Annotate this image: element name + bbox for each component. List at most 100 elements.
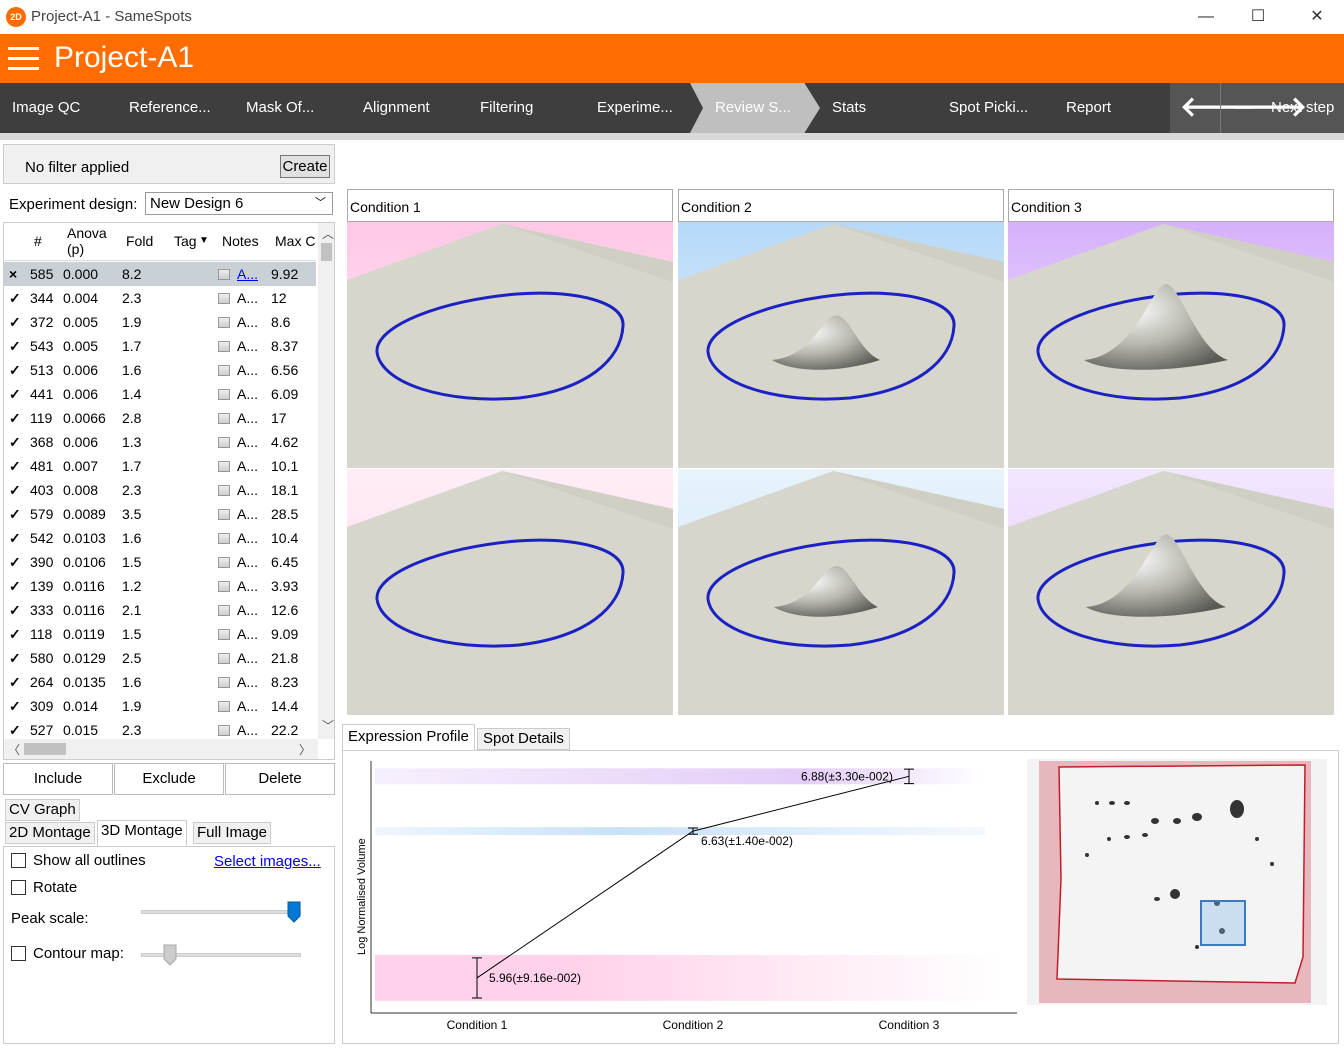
row-notes-link[interactable]: A...	[237, 290, 259, 306]
scroll-thumb[interactable]	[321, 243, 332, 261]
tab-experiment[interactable]: Experime...	[597, 99, 673, 116]
create-filter-button[interactable]: Create	[280, 155, 330, 178]
table-row[interactable]: ✓ 264 0.0135 1.6 A... 8.23	[4, 670, 316, 694]
selected-spot-box[interactable]	[1200, 900, 1246, 946]
table-row[interactable]: ✓ 372 0.005 1.9 A... 8.6	[4, 310, 316, 334]
row-notes-link[interactable]: A...	[237, 410, 259, 426]
tab-image-qc[interactable]: Image QC	[12, 99, 81, 116]
tab-3d-montage[interactable]: 3D Montage	[97, 820, 187, 846]
tab-2d-montage[interactable]: 2D Montage	[5, 822, 95, 844]
montage-cell[interactable]	[678, 222, 1004, 468]
montage-cell[interactable]	[1008, 469, 1334, 715]
row-notes-link[interactable]: A...	[237, 434, 259, 450]
table-row[interactable]: ✓ 119 0.0066 2.8 A... 17	[4, 406, 316, 430]
note-icon[interactable]	[218, 533, 230, 544]
tab-full-image[interactable]: Full Image	[193, 822, 272, 844]
show-outlines-checkbox[interactable]	[11, 853, 26, 868]
row-notes-link[interactable]: A...	[237, 602, 259, 618]
row-notes-link[interactable]: A...	[237, 578, 259, 594]
row-notes-link[interactable]: A...	[237, 650, 259, 666]
peak-scale-slider-thumb[interactable]	[287, 901, 301, 923]
note-icon[interactable]	[218, 629, 230, 640]
tab-alignment[interactable]: Alignment	[363, 99, 430, 116]
tag-dropdown-icon[interactable]: ▼	[199, 235, 209, 246]
close-button[interactable]: ✕	[1310, 8, 1324, 25]
col-fold-header[interactable]: Fold	[126, 233, 154, 249]
note-icon[interactable]	[218, 437, 230, 448]
note-icon[interactable]	[218, 485, 230, 496]
tab-review-spots[interactable]: Review S...	[715, 99, 791, 116]
col-tag-header[interactable]: Tag	[174, 233, 197, 249]
table-row[interactable]: ✓ 580 0.0129 2.5 A... 21.8	[4, 646, 316, 670]
row-notes-link[interactable]: A...	[237, 386, 259, 402]
tab-reference[interactable]: Reference...	[129, 99, 211, 116]
table-row[interactable]: ✓ 403 0.008 2.3 A... 18.1	[4, 478, 316, 502]
note-icon[interactable]	[218, 341, 230, 352]
tab-cv-graph[interactable]: CV Graph	[5, 799, 80, 821]
col-id-header[interactable]: #	[34, 233, 42, 249]
forward-arrow-icon[interactable]: 🡒	[1232, 91, 1308, 122]
note-icon[interactable]	[218, 413, 230, 424]
table-row[interactable]: ✓ 118 0.0119 1.5 A... 9.09	[4, 622, 316, 646]
row-notes-link[interactable]: A...	[237, 506, 259, 522]
note-icon[interactable]	[218, 605, 230, 616]
note-icon[interactable]	[218, 653, 230, 664]
scroll-right-icon[interactable]: 〉	[299, 743, 312, 757]
row-notes-link[interactable]: A...	[237, 674, 259, 690]
horizontal-scrollbar[interactable]: 〈 〉	[4, 739, 318, 759]
exclude-button[interactable]: Exclude	[114, 763, 224, 795]
row-notes-link[interactable]: A...	[237, 458, 259, 474]
row-notes-link[interactable]: A...	[237, 722, 259, 738]
note-icon[interactable]	[218, 509, 230, 520]
note-icon[interactable]	[218, 293, 230, 304]
peak-scale-track[interactable]	[141, 910, 301, 914]
table-row[interactable]: ✓ 333 0.0116 2.1 A... 12.6	[4, 598, 316, 622]
table-row[interactable]: ✓ 542 0.0103 1.6 A... 10.4	[4, 526, 316, 550]
note-icon[interactable]	[218, 389, 230, 400]
row-notes-link[interactable]: A...	[237, 482, 259, 498]
note-icon[interactable]	[218, 461, 230, 472]
gel-thumbnail[interactable]	[1027, 759, 1327, 1005]
rotate-checkbox[interactable]	[11, 880, 26, 895]
table-row[interactable]: ✓ 309 0.014 1.9 A... 14.4	[4, 694, 316, 718]
col-notes-header[interactable]: Notes	[222, 233, 259, 249]
note-icon[interactable]	[218, 725, 230, 736]
note-icon[interactable]	[218, 701, 230, 712]
scroll-down-icon[interactable]: ﹀	[322, 719, 335, 733]
table-row[interactable]: ✓ 481 0.007 1.7 A... 10.1	[4, 454, 316, 478]
experiment-design-select[interactable]: New Design 6 ﹀	[145, 192, 333, 215]
table-row[interactable]: ✓ 543 0.005 1.7 A... 8.37	[4, 334, 316, 358]
row-notes-link[interactable]: A...	[237, 362, 259, 378]
minimize-button[interactable]: —	[1198, 8, 1214, 25]
tab-mask-of[interactable]: Mask Of...	[246, 99, 315, 116]
contour-map-checkbox[interactable]	[11, 946, 26, 961]
maximize-button[interactable]: ☐	[1250, 8, 1266, 25]
row-notes-link[interactable]: A...	[237, 530, 259, 546]
note-icon[interactable]	[218, 557, 230, 568]
tab-report[interactable]: Report	[1066, 99, 1112, 116]
hamburger-menu-icon[interactable]	[8, 47, 39, 71]
tab-filtering[interactable]: Filtering	[480, 99, 534, 116]
table-row[interactable]: ✓ 344 0.004 2.3 A... 12	[4, 286, 316, 310]
row-notes-link[interactable]: A...	[237, 338, 259, 354]
table-row[interactable]: ✓ 441 0.006 1.4 A... 6.09	[4, 382, 316, 406]
scroll-left-icon[interactable]: 〈	[8, 743, 21, 757]
row-notes-link[interactable]: A...	[237, 266, 259, 282]
next-step-button[interactable]: Next step	[1271, 99, 1335, 116]
include-button[interactable]: Include	[3, 763, 113, 795]
row-notes-link[interactable]: A...	[237, 626, 259, 642]
montage-cell[interactable]	[1008, 222, 1334, 468]
vertical-scrollbar[interactable]: ︿ ﹀	[318, 223, 335, 739]
note-icon[interactable]	[218, 365, 230, 376]
table-row[interactable]: × 585 0.000 8.2 A... 9.92	[4, 262, 316, 286]
table-row[interactable]: ✓ 368 0.006 1.3 A... 4.62	[4, 430, 316, 454]
table-row[interactable]: ✓ 527 0.015 2.3 A... 22.2	[4, 718, 316, 742]
montage-cell[interactable]	[347, 222, 673, 468]
scroll-thumb[interactable]	[24, 743, 66, 755]
back-arrow-icon[interactable]: 🡐	[1180, 91, 1256, 122]
tab-spot-picking[interactable]: Spot Picki...	[949, 99, 1029, 116]
contour-map-track[interactable]	[141, 953, 301, 957]
select-images-link[interactable]: Select images...	[214, 853, 321, 870]
delete-button[interactable]: Delete	[225, 763, 335, 795]
scroll-up-icon[interactable]: ︿	[322, 227, 335, 241]
